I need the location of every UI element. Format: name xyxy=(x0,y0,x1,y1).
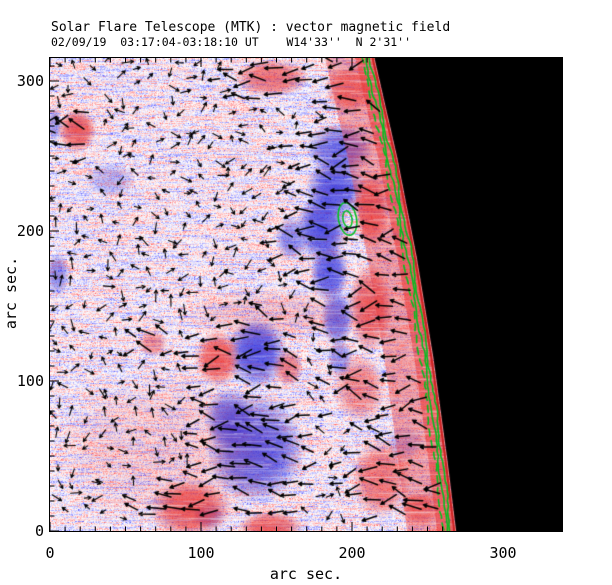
y-tick-label: 100 xyxy=(17,372,44,390)
y-axis-label: arc sec. xyxy=(2,256,20,330)
x-tick-label: 100 xyxy=(187,544,214,562)
x-axis-label: arc sec. xyxy=(269,565,343,583)
y-tick-label: 200 xyxy=(17,222,44,240)
figure-subtitle: 02/09/19 03:17:04-03:18:10 UT W14'33'' N… xyxy=(51,35,412,49)
magnetogram-plot-area xyxy=(50,58,562,531)
y-tick-label: 300 xyxy=(17,72,44,90)
y-tick-label: 0 xyxy=(35,522,44,540)
x-tick-label: 300 xyxy=(489,544,516,562)
x-tick-label: 0 xyxy=(45,544,54,562)
figure-title: Solar Flare Telescope (MTK) : vector mag… xyxy=(51,20,451,35)
x-tick-label: 200 xyxy=(338,544,365,562)
